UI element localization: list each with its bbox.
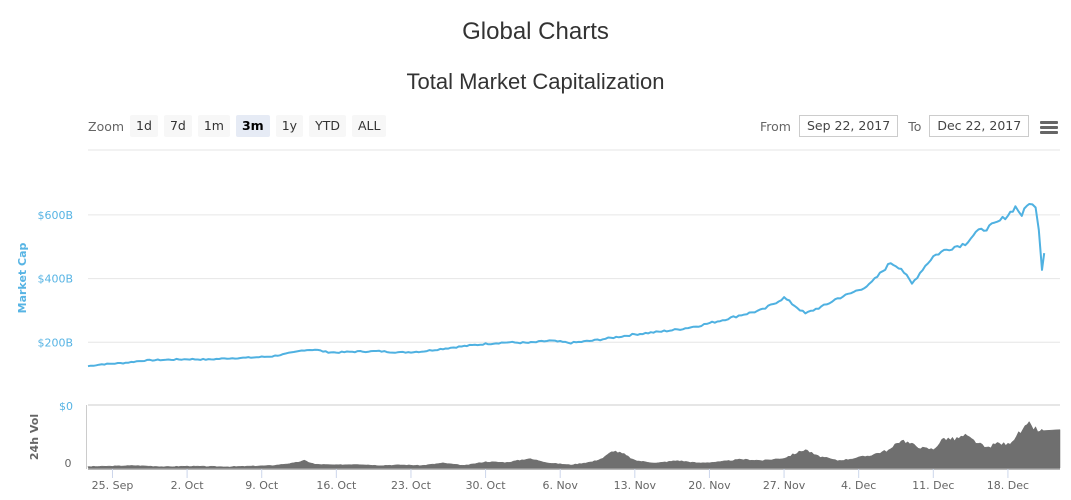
x-tick-label: 16. Oct	[316, 479, 357, 492]
chart-title: Total Market Capitalization	[406, 69, 665, 94]
gridlines	[88, 214, 1060, 343]
page-title: Global Charts	[462, 18, 609, 45]
x-tick-label: 25. Sep	[92, 479, 134, 492]
volume-axis-title: 24h Vol	[28, 414, 41, 460]
zoom-1y-button[interactable]: 1y	[275, 115, 304, 137]
x-tick-label: 2. Oct	[171, 479, 205, 492]
zoom-7d-button[interactable]: 7d	[163, 115, 192, 137]
zoom-3m-button[interactable]: 3m	[235, 115, 270, 137]
zoom-label: Zoom	[88, 118, 125, 134]
volume-area	[87, 421, 1061, 469]
zoom-1m-button[interactable]: 1m	[197, 115, 230, 137]
market-cap-line	[87, 203, 1046, 368]
x-tick-label: 13. Nov	[614, 479, 657, 492]
x-tick-label: 30. Oct	[466, 479, 507, 492]
x-tick-label: 9. Oct	[245, 479, 279, 492]
x-tick-label: 27. Nov	[763, 479, 806, 492]
from-date-input[interactable]: Sep 22, 2017	[798, 115, 899, 137]
x-tick-label: 20. Nov	[688, 479, 731, 492]
zoom-ytd-button[interactable]: YTD	[309, 115, 346, 137]
y-tick-label: $400B	[37, 273, 73, 286]
x-tick-label: 4. Dec	[841, 479, 876, 492]
to-date-input[interactable]: Dec 22, 2017	[929, 115, 1030, 137]
x-tick-label: 18. Dec	[987, 479, 1029, 492]
zoom-selector: Zoom 1d 7d 1m 3m 1y YTD ALL	[88, 115, 392, 137]
x-tick-label: 11. Dec	[912, 479, 954, 492]
volume-zero-label: 0	[65, 457, 72, 470]
y-tick-label: $0	[59, 400, 73, 413]
hamburger-menu-icon[interactable]	[1040, 121, 1058, 135]
zoom-all-button[interactable]: ALL	[351, 115, 387, 137]
y-tick-label: $600B	[37, 209, 73, 222]
x-tick-label: 6. Nov	[542, 479, 578, 492]
date-range: From Sep 22, 2017 To Dec 22, 2017	[760, 115, 1039, 137]
x-axis-labels: 25. Sep 2. Oct 9. Oct 16. Oct 23. Oct 30. Oct…	[92, 469, 1029, 492]
x-tick-label: 23. Oct	[391, 479, 432, 492]
zoom-1d-button[interactable]: 1d	[130, 115, 158, 137]
y-axis-labels: $0 $200B $400B $600B	[37, 209, 73, 413]
y-axis-title: Market Cap	[16, 243, 29, 314]
y-tick-label: $200B	[37, 336, 73, 349]
to-label: To	[908, 118, 922, 134]
from-label: From	[760, 118, 791, 134]
